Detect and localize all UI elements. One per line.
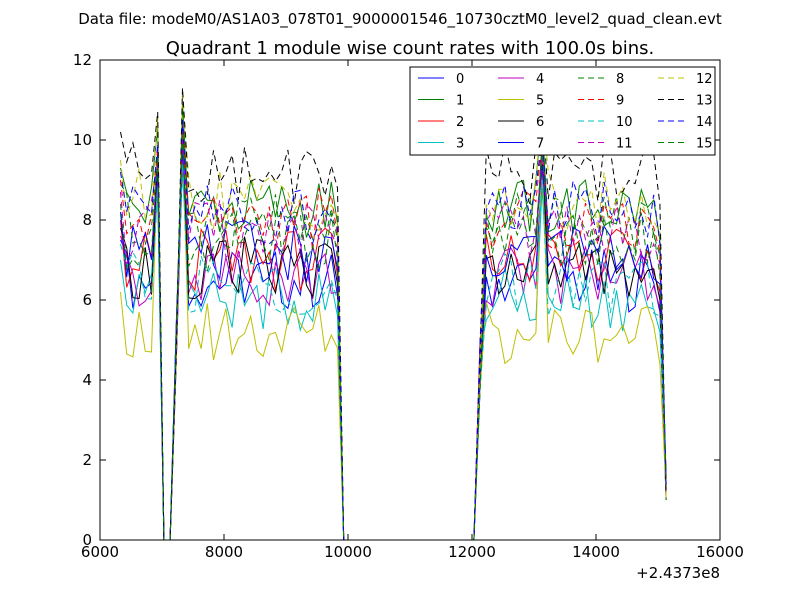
legend-label-module-5: 5 bbox=[536, 94, 544, 109]
chart-title: Quadrant 1 module wise count rates with … bbox=[166, 38, 655, 59]
y-tick-label: 10 bbox=[73, 131, 92, 149]
x-tick-label: 8000 bbox=[205, 543, 243, 561]
y-tick-label: 8 bbox=[82, 211, 92, 229]
legend-label-module-13: 13 bbox=[696, 94, 713, 109]
legend-label-module-10: 10 bbox=[616, 115, 633, 130]
plot-area bbox=[120, 87, 667, 541]
series-line-module-7 bbox=[120, 147, 667, 541]
legend-label-module-12: 12 bbox=[696, 72, 713, 87]
legend-label-module-0: 0 bbox=[456, 72, 464, 87]
x-tick-label: 10000 bbox=[324, 543, 372, 561]
legend-label-module-1: 1 bbox=[456, 94, 464, 109]
series-line-module-14 bbox=[120, 119, 667, 541]
legend-label-module-2: 2 bbox=[456, 115, 464, 130]
y-tick-label: 4 bbox=[82, 371, 92, 389]
series-line-module-10 bbox=[120, 163, 667, 541]
legend-label-module-14: 14 bbox=[696, 115, 713, 130]
legend-label-module-9: 9 bbox=[616, 94, 624, 109]
x-tick-label: 6000 bbox=[81, 543, 119, 561]
series-line-module-11 bbox=[120, 139, 667, 541]
series-line-module-15 bbox=[120, 131, 667, 541]
legend-label-module-4: 4 bbox=[536, 72, 544, 87]
legend-label-module-11: 11 bbox=[616, 137, 633, 152]
x-tick-label: 12000 bbox=[448, 543, 496, 561]
y-tick-label: 2 bbox=[82, 451, 92, 469]
x-offset-label: +2.4373e8 bbox=[636, 564, 720, 582]
y-tick-label: 12 bbox=[73, 51, 92, 69]
legend-label-module-7: 7 bbox=[536, 137, 544, 152]
chart-suptitle: Data file: modeM0/AS1A03_078T01_90000015… bbox=[78, 10, 722, 29]
legend-label-module-6: 6 bbox=[536, 115, 544, 130]
legend-box bbox=[409, 66, 716, 156]
legend-label-module-8: 8 bbox=[616, 72, 624, 87]
y-tick-label: 6 bbox=[82, 291, 92, 309]
series-line-module-6 bbox=[120, 127, 667, 541]
series-line-module-2 bbox=[120, 127, 667, 541]
series-line-module-9 bbox=[120, 123, 667, 541]
series-line-module-12 bbox=[120, 91, 667, 541]
series-line-module-1 bbox=[120, 103, 667, 541]
legend-label-module-3: 3 bbox=[456, 137, 464, 152]
legend-label-module-15: 15 bbox=[696, 137, 713, 152]
x-tick-label: 14000 bbox=[572, 543, 620, 561]
series-line-module-13 bbox=[120, 87, 667, 541]
x-tick-label: 16000 bbox=[696, 543, 744, 561]
y-tick-label: 0 bbox=[82, 531, 92, 549]
